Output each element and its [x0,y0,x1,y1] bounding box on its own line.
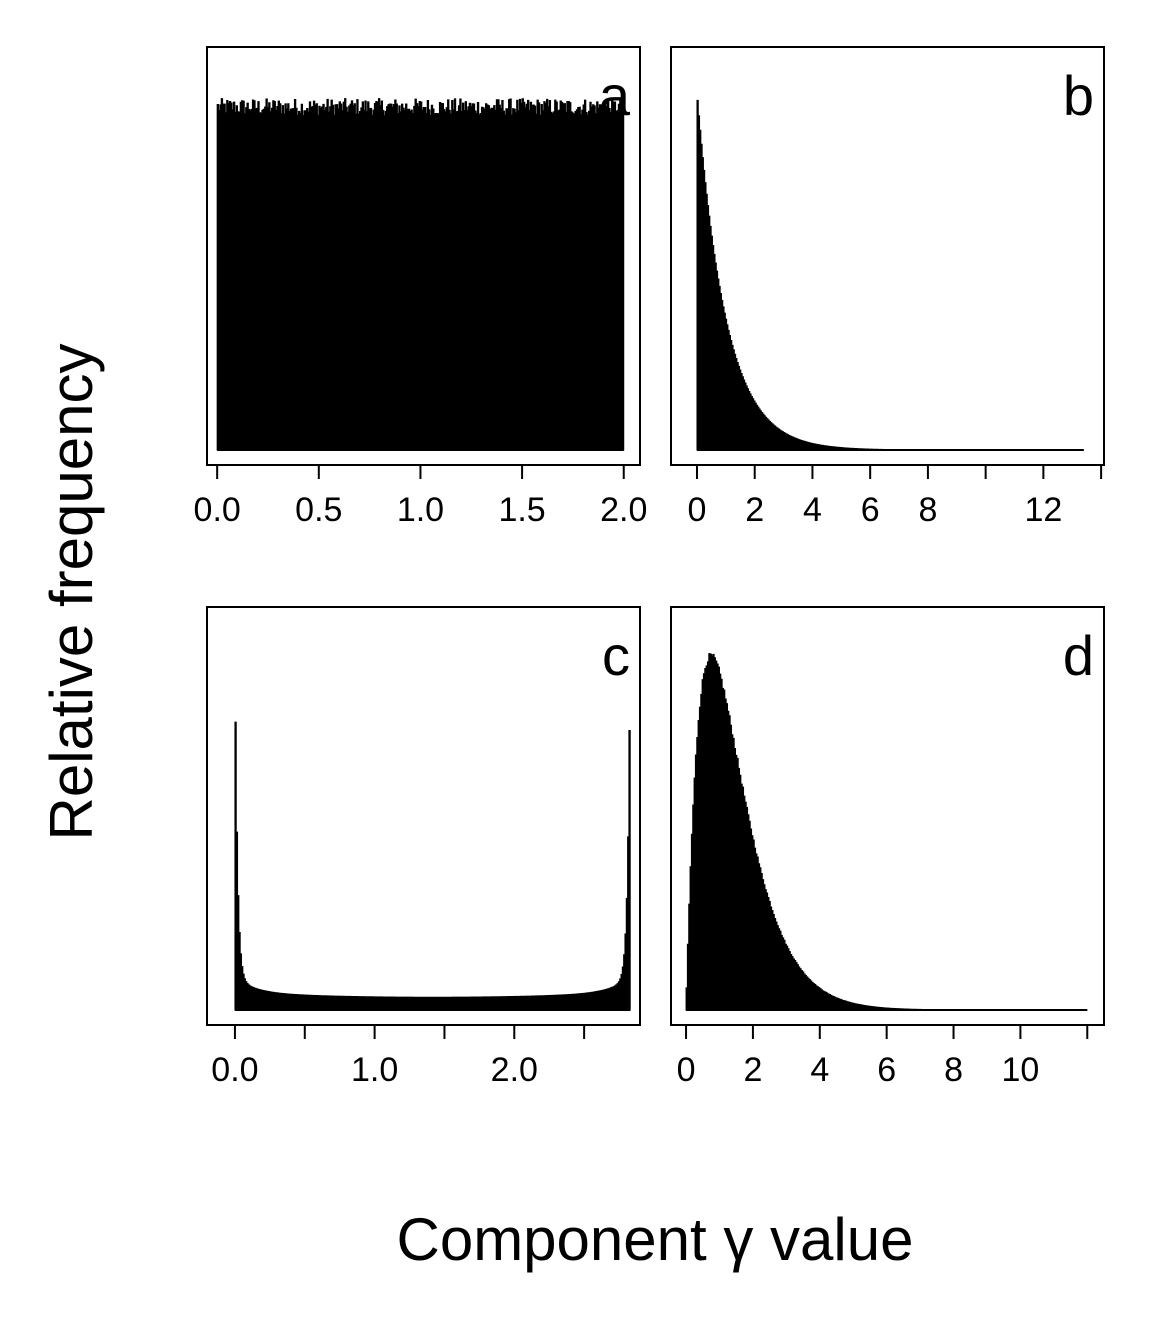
x-axis-title-part-1: Component [397,1206,724,1273]
panel-letter-c: c [602,624,630,687]
x-tick-label-b: 12 [1024,491,1062,529]
x-tick-label-b: 2 [745,491,764,529]
y-axis-title: Relative frequency [38,344,105,841]
x-axis-title: Component γ value [397,1206,914,1273]
panel-letter-a: a [599,64,631,127]
histogram-b [696,99,1084,451]
histogram-c [234,721,631,1011]
x-tick-label-a: 2.0 [600,491,647,529]
panel-a: a 0.0 0.5 1.0 1.5 2.0 [194,46,647,529]
x-tick-label-d: 2 [743,1051,762,1089]
x-tick-label-a: 1.0 [397,491,444,529]
x-tick-label-d: 0 [677,1051,696,1089]
panel-c: c 0.0 1.0 2.0 [206,606,641,1089]
x-tick-label-d: 4 [810,1051,829,1089]
x-tick-label-c: 1.0 [351,1051,398,1089]
x-tick-label-d: 10 [1001,1051,1039,1089]
histogram-a [216,98,625,451]
panel-letter-b: b [1063,64,1094,127]
x-tick-label-b: 4 [803,491,822,529]
x-tick-label-a: 0.0 [194,491,241,529]
x-axis-title-part-3: value [753,1206,913,1273]
panel-frame-a [206,46,641,466]
x-tick-label-d: 8 [944,1051,963,1089]
panel-frame-c [206,606,641,1026]
gamma-symbol: γ [723,1206,753,1273]
panel-d: d 0 2 4 6 8 10 [670,606,1105,1089]
x-tick-label-b: 0 [688,491,707,529]
x-tick-label-a: 1.5 [498,491,545,529]
x-tick-label-a: 0.5 [295,491,342,529]
panel-b: b 0 2 4 6 8 12 [670,46,1105,529]
x-tick-label-c: 0.0 [211,1051,258,1089]
panel-letter-d: d [1063,624,1094,687]
panel-frame-b [670,46,1105,466]
x-tick-label-c: 2.0 [491,1051,538,1089]
histogram-d [685,653,1088,1011]
x-tick-label-b: 8 [918,491,937,529]
x-tick-label-b: 6 [861,491,880,529]
x-tick-label-d: 6 [877,1051,896,1089]
